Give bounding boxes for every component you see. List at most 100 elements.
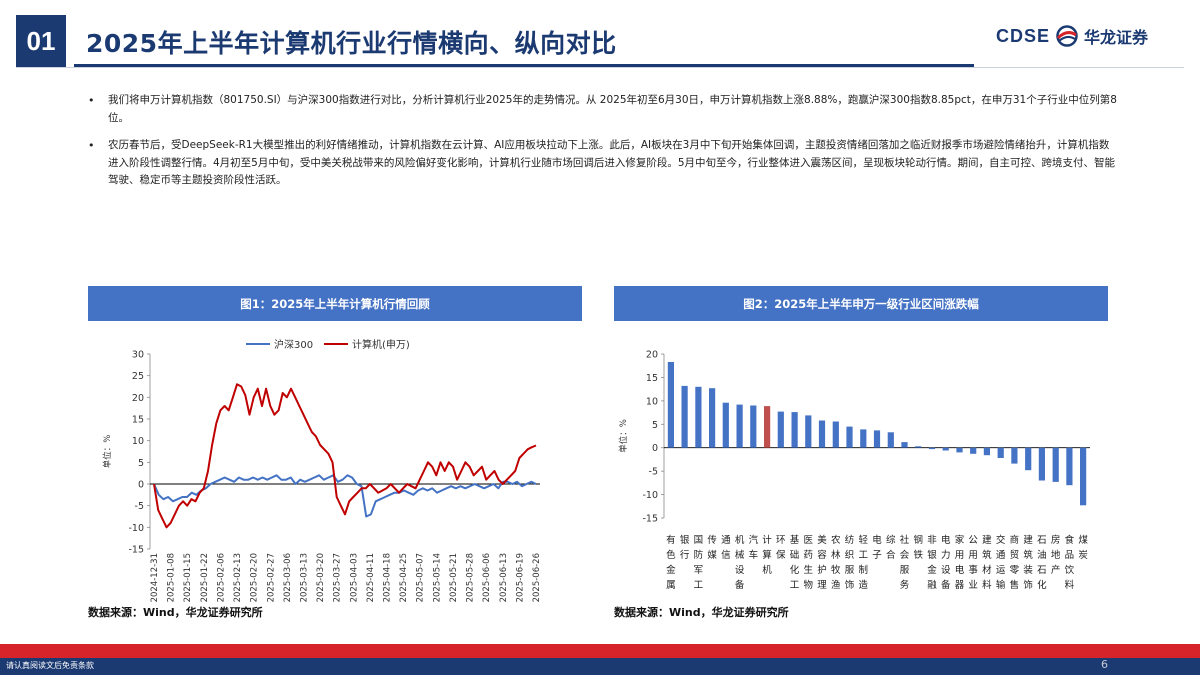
x-tick-label: 2025-06-13 [499,553,509,602]
x-tick-label: 国防军工 [694,535,704,591]
bar [709,388,716,448]
x-tick-label: 2025-02-27 [266,553,276,602]
bar [722,402,729,448]
y-tick-label: 15 [132,415,144,426]
bar [942,447,949,451]
chart2-panel: 图2：2025年上半年申万一级行业区间涨跌幅 -15 -10 -5 0 5 10 15 20 单… [614,286,1108,610]
y-tick-label: 0 [652,443,658,454]
bar [1080,447,1087,506]
logo-chinese: 华龙证券 [1083,28,1148,47]
x-tick-label: 电力设备 [941,534,951,591]
chart1-source: 数据来源：Wind，华龙证券研究所 [88,606,263,619]
y-tick-label: 10 [646,396,658,407]
bar [1038,447,1045,481]
x-tick-label: 2024-12-31 [150,553,160,602]
x-tick-label: 银行 [680,534,690,561]
x-tick-label: 社会服务 [900,534,910,591]
x-tick-label: 医药生物 [804,535,814,591]
x-tick-label: 传媒 [707,534,717,561]
y-tick-label: 5 [138,458,144,469]
footer-navy-band [0,658,1200,675]
x-tick-label: 2025-03-20 [316,553,326,602]
bullet-item: 我们将申万计算机指数（801750.SI）与沪深300指数进行对比，分析计算机行… [88,92,1118,127]
slide-number: 01 [16,15,66,67]
legend-label: 计算机(申万) [352,338,410,351]
series-line [153,474,537,518]
bar [860,429,867,448]
bar [1025,447,1032,471]
x-tick-label: 汽车 [749,534,759,561]
x-tick-label: 轻工制造 [859,534,869,591]
bar [791,412,798,448]
x-tick-label: 煤炭 [1078,534,1088,561]
x-tick-label: 建筑材料 [982,534,992,591]
logo-latin: CDSE [995,25,1050,46]
x-tick-label: 2025-04-03 [349,553,359,602]
bar [681,385,688,448]
x-tick-label: 基础化工 [790,534,800,591]
bar [873,430,881,448]
x-tick-label: 2025-01-15 [183,553,193,602]
chart2-source: 数据来源：Wind，华龙证券研究所 [614,606,789,619]
x-tick-label: 家用电器 [955,534,965,591]
bar [667,362,674,448]
chart2-title: 图2：2025年上半年申万一级行业区间涨跌幅 [614,286,1108,321]
y-tick-label: -5 [649,467,658,478]
bar [928,447,936,450]
x-tick-label: 2025-06-19 [515,553,525,602]
y-axis-label: 单位：% [618,419,629,453]
bar [970,447,977,454]
x-tick-label: 石油石化 [1037,535,1047,591]
x-tick-label: 计算机 [762,534,772,576]
y-tick-label: 20 [132,393,144,404]
series-line [153,383,537,529]
x-tick-label: 交通运输 [996,534,1006,591]
bar [997,447,1004,458]
x-tick-label: 房地产 [1051,534,1061,576]
footer-red-band [0,644,1200,658]
x-tick-label: 2025-01-08 [167,553,177,602]
x-tick-label: 2025-03-13 [299,553,309,602]
x-tick-label: 通信 [721,535,731,561]
page-number: 6 [1101,658,1108,671]
x-tick-label: 2025-05-14 [432,553,442,602]
x-tick-label: 2025-02-06 [216,553,226,602]
x-tick-label: 建筑装饰 [1023,534,1033,591]
bar [750,405,757,448]
y-tick-label: 5 [652,420,658,431]
chart1-title: 图1：2025年上半年计算机行情回顾 [88,286,582,321]
bar [832,421,839,448]
bar [887,432,894,448]
y-tick-label: 15 [646,373,658,384]
bar [901,442,908,448]
dragon-logo-icon [1056,25,1078,47]
x-tick-label: 2025-02-13 [233,553,243,602]
y-tick-label: -10 [642,490,658,501]
x-tick-label: 2025-03-06 [283,553,293,602]
footer-disclaimer: 请认真阅读文后免责条款 [6,661,94,670]
y-tick-label: 30 [132,350,144,361]
y-tick-label: -15 [128,545,144,556]
line-chart: 沪深300 计算机(申万) -15 -10 -5 0 5 10 15 20 25 30 单位：% 2024… [102,338,542,602]
x-tick-label: 综合 [886,534,896,561]
company-logo: CDSE 华龙证券 [996,24,1148,48]
bar [777,411,784,448]
bar [956,447,963,453]
x-tick-label: 农林牧渔 [831,534,841,591]
x-tick-label: 2025-04-18 [383,553,393,602]
chart1-legend: 沪深300 计算机(申万) [246,338,410,351]
bar [818,420,826,448]
y-tick-label: 20 [646,350,658,361]
x-tick-label: 2025-05-21 [449,553,459,602]
bar [1052,447,1059,482]
bar [846,426,853,448]
title-underline [74,64,974,67]
bar [1066,447,1073,486]
x-tick-label: 商贸零售 [1010,534,1020,591]
y-tick-label: -15 [642,514,658,525]
x-tick-label: 公用事业 [968,535,978,591]
bar [983,447,990,456]
x-tick-label: 有色金属 [666,534,676,591]
bar [805,415,812,448]
bar-chart: -15 -10 -5 0 5 10 15 20 单位：% 有色金属银行国防军工传媒通信机械设备汽车… [618,350,1090,591]
